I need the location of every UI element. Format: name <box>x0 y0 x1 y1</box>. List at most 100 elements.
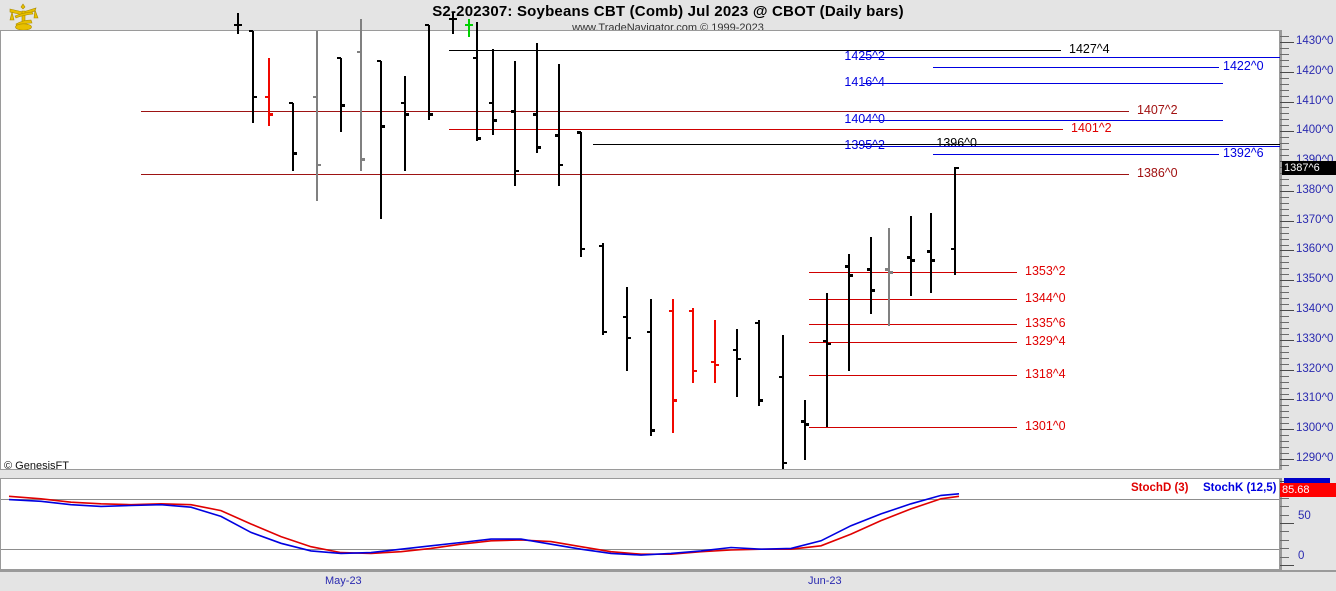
level-line[interactable] <box>809 342 1017 344</box>
price-axis-label: 1340^0 <box>1296 303 1334 316</box>
level-line[interactable] <box>449 50 1061 52</box>
bar-close-tick <box>650 429 655 432</box>
level-label[interactable]: 1407^2 <box>1137 102 1178 117</box>
bar-range <box>930 212 933 294</box>
ohlc-bar[interactable] <box>801 31 810 469</box>
bar-range <box>888 227 891 326</box>
indicator-tick <box>1280 497 1289 499</box>
ohlc-bar[interactable] <box>313 31 322 469</box>
indicator-axis-spine <box>1280 478 1282 570</box>
ohlc-bar[interactable] <box>265 31 274 469</box>
ohlc-bar[interactable] <box>823 31 832 469</box>
level-label[interactable]: 1392^6 <box>1223 145 1264 160</box>
price-axis-label: 1400^0 <box>1296 124 1334 137</box>
price-tick <box>1280 399 1294 401</box>
ohlc-bar[interactable] <box>951 31 960 469</box>
level-line[interactable] <box>933 153 1219 155</box>
level-line[interactable] <box>593 144 1281 146</box>
level-label[interactable]: 1401^2 <box>1071 120 1112 135</box>
price-minor-tick <box>1280 155 1289 157</box>
price-minor-tick <box>1280 196 1289 198</box>
ohlc-bar[interactable] <box>337 31 346 469</box>
ohlc-bar[interactable] <box>711 31 720 469</box>
level-line[interactable] <box>809 299 1017 301</box>
ohlc-bar[interactable] <box>599 31 608 469</box>
ohlc-bar[interactable] <box>623 31 632 469</box>
level-line[interactable] <box>933 66 1219 68</box>
level-label[interactable]: 1318^4 <box>1025 367 1066 382</box>
ohlc-bar[interactable] <box>449 13 458 469</box>
price-tick <box>1280 459 1294 461</box>
level-label[interactable]: 1422^0 <box>1223 58 1264 73</box>
price-axis-label: 1360^0 <box>1296 243 1334 256</box>
ohlc-bar[interactable] <box>289 31 298 469</box>
price-minor-tick <box>1280 351 1289 353</box>
level-line[interactable] <box>863 146 1281 148</box>
level-line[interactable] <box>141 174 1129 176</box>
ohlc-bar[interactable] <box>885 31 894 469</box>
level-line[interactable] <box>863 83 1223 85</box>
ohlc-bar[interactable] <box>927 31 936 469</box>
ohlc-bar[interactable] <box>511 31 520 469</box>
bar-open-tick <box>711 360 715 364</box>
ohlc-bar[interactable] <box>473 22 482 469</box>
ohlc-bar[interactable] <box>533 31 542 469</box>
date-axis[interactable]: May-23 Jun-23 <box>0 570 1336 591</box>
ohlc-bar[interactable] <box>779 31 788 469</box>
level-line[interactable] <box>809 323 1017 325</box>
ohlc-bar[interactable] <box>234 13 243 469</box>
ohlc-bar[interactable] <box>577 31 586 469</box>
level-label[interactable]: 1396^0 <box>936 136 977 151</box>
ohlc-bar[interactable] <box>647 31 656 469</box>
bar-open-tick <box>647 330 651 334</box>
ohlc-bar[interactable] <box>357 19 366 469</box>
ohlc-bar[interactable] <box>489 31 498 469</box>
price-tick <box>1280 71 1294 73</box>
level-label[interactable]: 1416^4 <box>844 75 885 90</box>
level-label[interactable]: 1425^2 <box>844 49 885 64</box>
ohlc-bar[interactable] <box>377 31 386 469</box>
bar-close-tick <box>468 24 473 27</box>
level-line[interactable] <box>141 110 1129 112</box>
level-label[interactable]: 1301^0 <box>1025 419 1066 434</box>
legend-stochd[interactable]: StochD (3) <box>1131 482 1189 494</box>
level-line[interactable] <box>861 57 1281 59</box>
ohlc-bar[interactable] <box>669 31 678 469</box>
price-axis[interactable]: 1430^01420^01410^01400^01390^01380^01370… <box>1280 30 1336 470</box>
level-line[interactable] <box>863 120 1223 122</box>
level-label[interactable]: 1353^2 <box>1025 263 1066 278</box>
level-label[interactable]: 1395^2 <box>844 138 885 153</box>
indicator-axis[interactable]: 50 0 85.68 <box>1280 478 1336 570</box>
ohlc-bar[interactable] <box>249 30 258 469</box>
ohlc-bar[interactable] <box>401 31 410 469</box>
level-line[interactable] <box>809 271 1017 273</box>
ohlc-bar[interactable] <box>689 31 698 469</box>
price-minor-tick <box>1280 363 1289 365</box>
ohlc-bar[interactable] <box>733 31 742 469</box>
level-label[interactable]: 1335^6 <box>1025 315 1066 330</box>
price-minor-tick <box>1280 119 1289 121</box>
ohlc-bar[interactable] <box>555 31 564 469</box>
level-label[interactable]: 1427^4 <box>1069 42 1110 57</box>
level-line[interactable] <box>809 375 1017 377</box>
ohlc-bar[interactable] <box>755 31 764 469</box>
legend-stochk[interactable]: StochK (12,5) <box>1203 482 1277 494</box>
ohlc-bar[interactable] <box>425 24 434 469</box>
stochastic-panel[interactable]: StochD (3) StochK (12,5) <box>0 478 1280 570</box>
price-chart-panel[interactable]: 1427^4 1425^2 1422^0 1416^4 1407^2 1404^0 1401… <box>0 13 1281 470</box>
level-label[interactable]: 1386^0 <box>1137 166 1178 181</box>
price-minor-tick <box>1280 268 1289 270</box>
ohlc-bar[interactable] <box>867 31 876 469</box>
bar-close-tick <box>782 462 787 465</box>
ohlc-bar[interactable] <box>845 31 854 469</box>
level-label[interactable]: 1344^0 <box>1025 291 1066 306</box>
ohlc-bar[interactable] <box>907 31 916 469</box>
level-label[interactable]: 1329^4 <box>1025 334 1066 349</box>
date-axis-label: May-23 <box>325 575 362 587</box>
price-tick <box>1280 131 1294 133</box>
ohlc-bar[interactable] <box>465 19 474 469</box>
level-label[interactable]: 1404^0 <box>844 112 885 127</box>
page-title: S2-202307: Soybeans CBT (Comb) Jul 2023 … <box>432 3 904 20</box>
level-line[interactable] <box>809 427 1017 429</box>
level-line[interactable] <box>449 128 1063 130</box>
